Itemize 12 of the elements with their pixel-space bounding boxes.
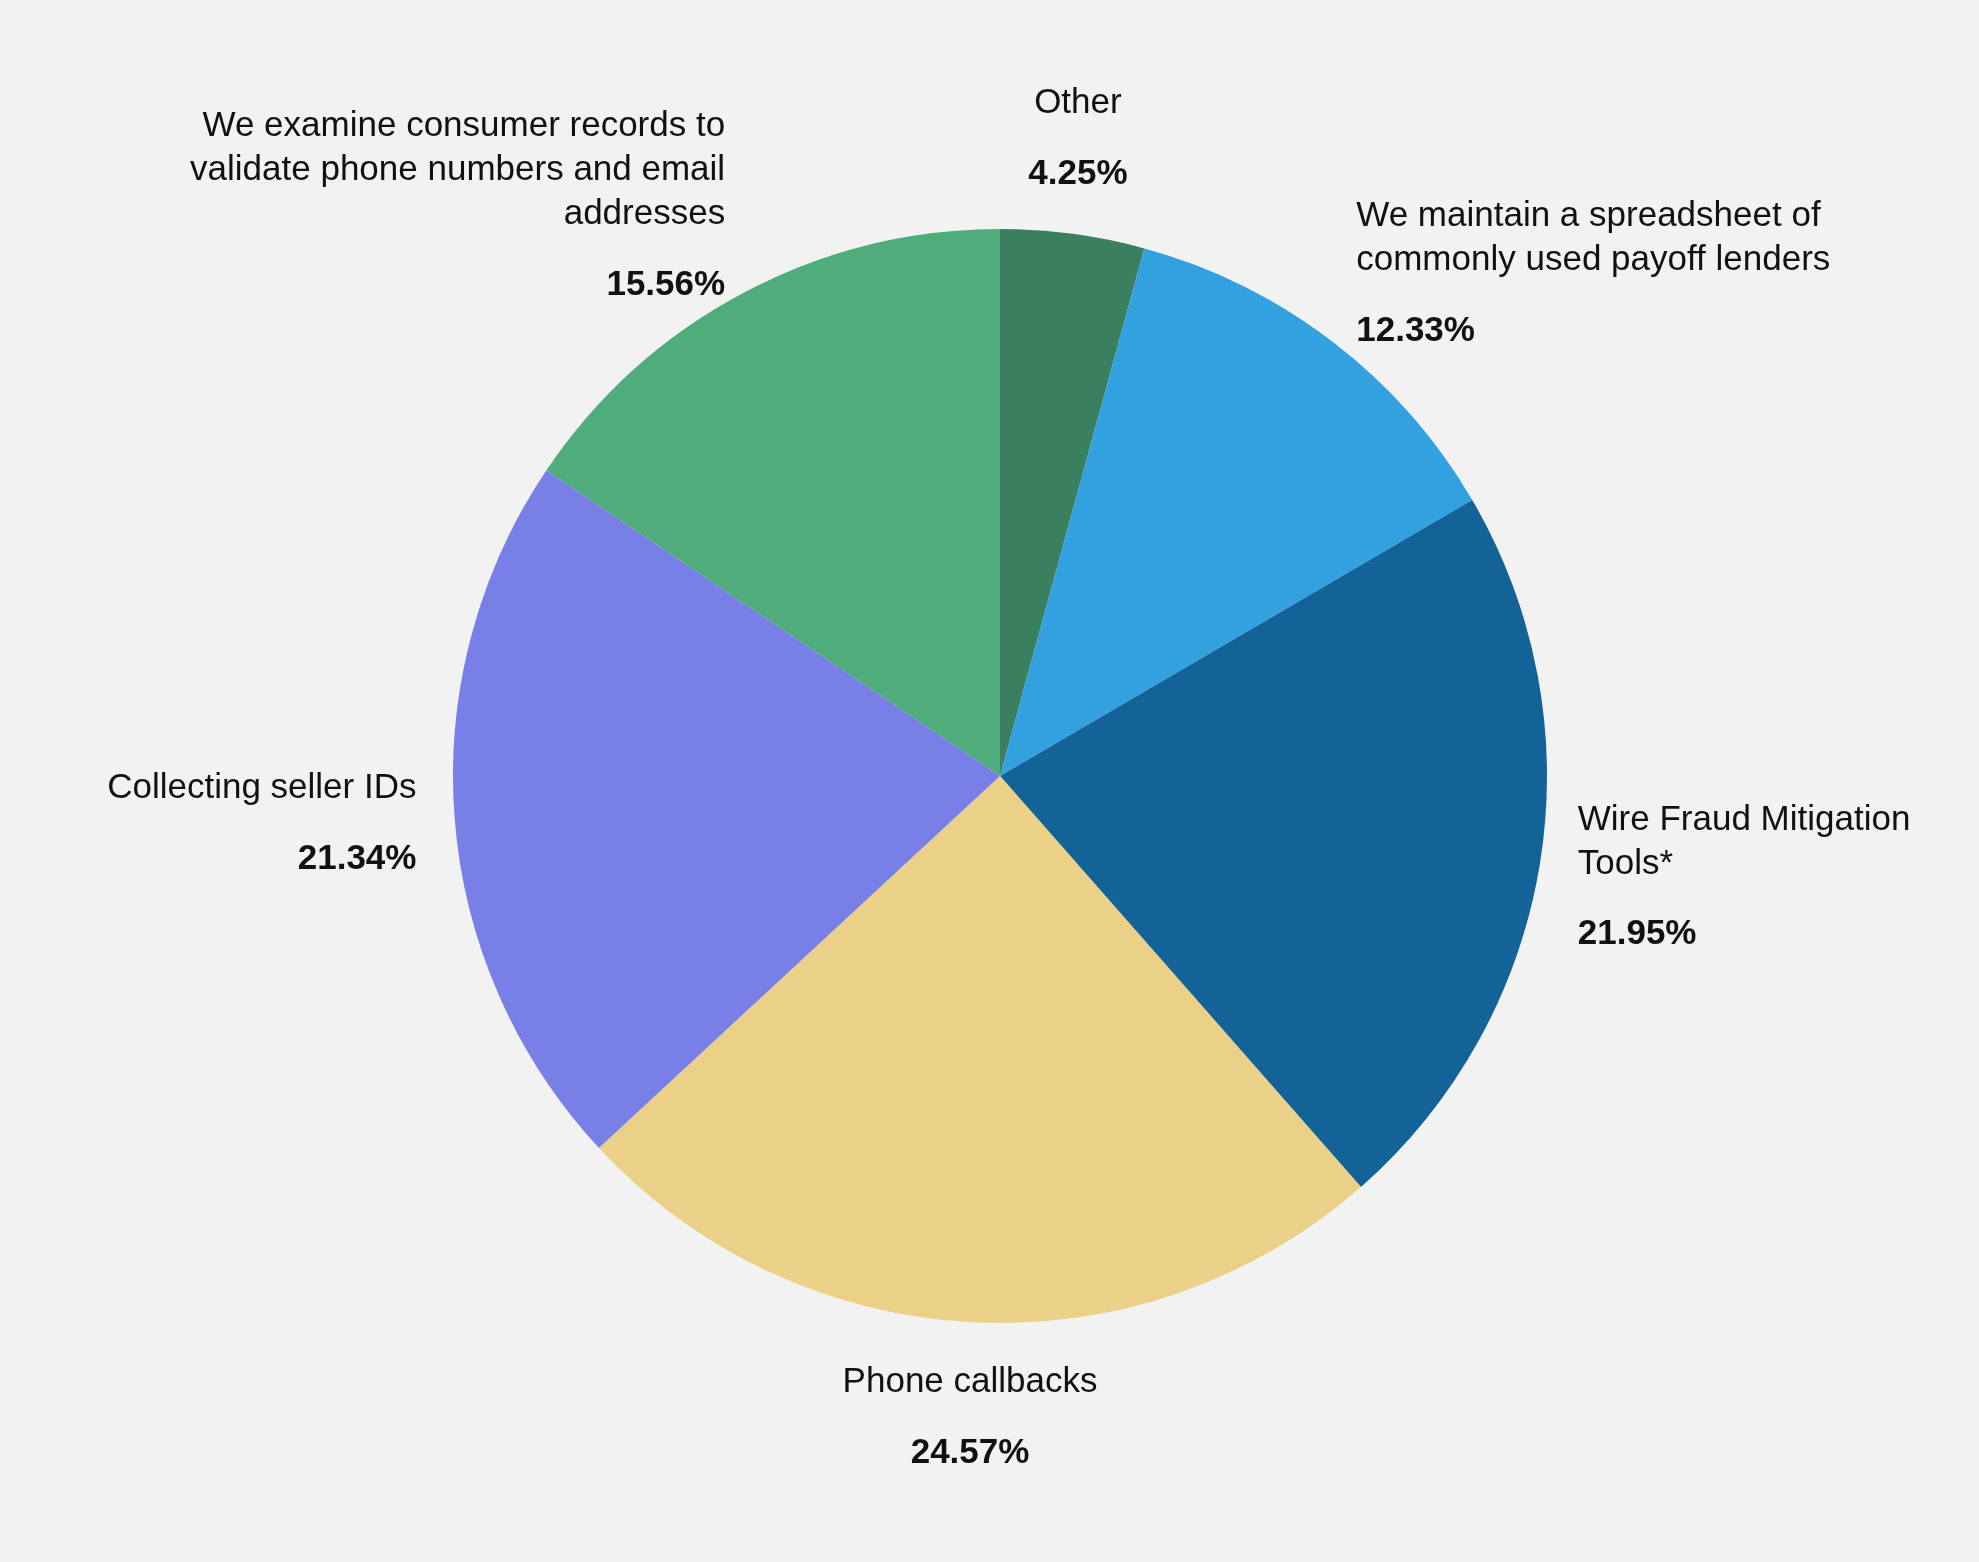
slice-label: Phone callbacks (842, 1360, 1098, 1400)
data-label: 21.95% (1577, 912, 1697, 952)
slice-label: Collecting seller IDs (107, 766, 417, 806)
slice-label: We examine consumer records to validate phone numbers and email addresses (190, 104, 726, 232)
slice-label: Other (1034, 81, 1123, 121)
data-label: 24.57% (910, 1430, 1030, 1470)
slice-label: Wire Fraud Mitigation Tools* (1577, 797, 1911, 881)
data-label: 12.33% (1356, 308, 1475, 348)
data-label: 4.25% (1028, 151, 1128, 191)
data-label: 21.34% (297, 836, 417, 876)
data-label: 15.56% (606, 262, 726, 302)
slice-label: We maintain a spreadsheet of commonly used payoff lenders (1356, 194, 1831, 278)
